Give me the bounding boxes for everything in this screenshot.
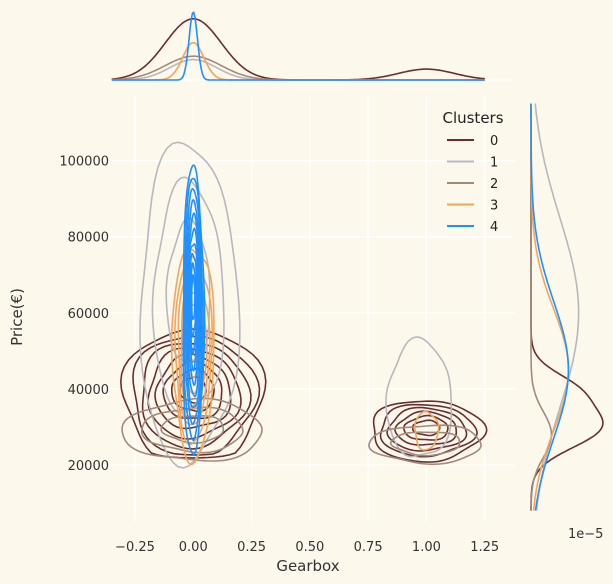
contour-cluster-4	[183, 187, 203, 425]
legend-label-0: 0	[490, 134, 498, 149]
y-tick-label: 60000	[68, 307, 109, 322]
y-tick-label: 80000	[68, 231, 109, 246]
y-tick-label: 40000	[68, 383, 109, 398]
contour-cluster-4	[184, 198, 202, 408]
contour-cluster-4	[186, 227, 200, 386]
contour-cluster-4	[190, 273, 196, 321]
y-tick-label: 100000	[59, 155, 109, 170]
contour-cluster-3	[170, 247, 215, 466]
top-marginal-curve-4	[111, 11, 485, 81]
legend-label-3: 3	[490, 199, 498, 214]
contour-cluster-0	[119, 328, 267, 459]
contour-cluster-1	[385, 336, 453, 458]
contour-cluster-1	[139, 141, 241, 469]
contour-cluster-3	[413, 410, 440, 451]
x-tick-label: −0.25	[115, 540, 155, 555]
contour-cluster-4	[188, 252, 198, 356]
x-tick-label: 0.50	[295, 540, 324, 555]
y-axis-label: Price(€)	[8, 288, 26, 346]
contour-cluster-4	[185, 211, 201, 398]
contour-cluster-2	[368, 424, 482, 466]
y-tick-labels: 20000 40000 60000 80000 100000	[59, 155, 109, 474]
contour-cluster-1	[151, 176, 225, 414]
x-tick-label: 1.00	[412, 540, 441, 555]
x-tick-label: 1.25	[470, 540, 499, 555]
contour-cluster-2	[389, 431, 461, 457]
right-marginal-curve-4	[530, 103, 570, 511]
contour-cluster-2	[141, 406, 244, 454]
contour-cluster-0	[372, 400, 488, 463]
y-tick-label: 20000	[68, 459, 109, 474]
x-tick-label: 0.25	[237, 540, 266, 555]
y-marginal-offset-label: 1e−5	[568, 527, 603, 542]
grid-lines	[100, 96, 515, 522]
x-tick-label: 0.00	[179, 540, 208, 555]
kde-contours	[119, 141, 488, 469]
right-marginal-kde	[530, 103, 604, 511]
x-tick-labels: −0.25 0.00 0.25 0.50 0.75 1.00 1.25	[115, 540, 499, 555]
contour-cluster-4	[189, 261, 197, 338]
top-marginal-kde	[100, 11, 515, 81]
contour-cluster-2	[121, 397, 263, 462]
legend-title: Clusters	[442, 109, 503, 127]
contour-cluster-0	[171, 367, 215, 413]
contour-cluster-0	[402, 414, 449, 441]
legend-label-1: 1	[490, 156, 498, 171]
main-plot-area: −0.25 0.00 0.25 0.50 0.75 1.00 1.25 20000 40000…	[59, 96, 515, 555]
x-axis-label: Gearbox	[276, 557, 339, 575]
legend-entries: 0 1 2 3 4	[447, 134, 498, 235]
contour-cluster-4	[188, 243, 199, 372]
contour-cluster-0	[141, 342, 252, 450]
legend-label-2: 2	[490, 177, 498, 192]
legend-label-4: 4	[490, 220, 498, 235]
contour-cluster-0	[411, 419, 441, 437]
x-tick-label: 0.75	[354, 540, 383, 555]
legend: Clusters 0 1 2 3 4	[442, 109, 503, 235]
